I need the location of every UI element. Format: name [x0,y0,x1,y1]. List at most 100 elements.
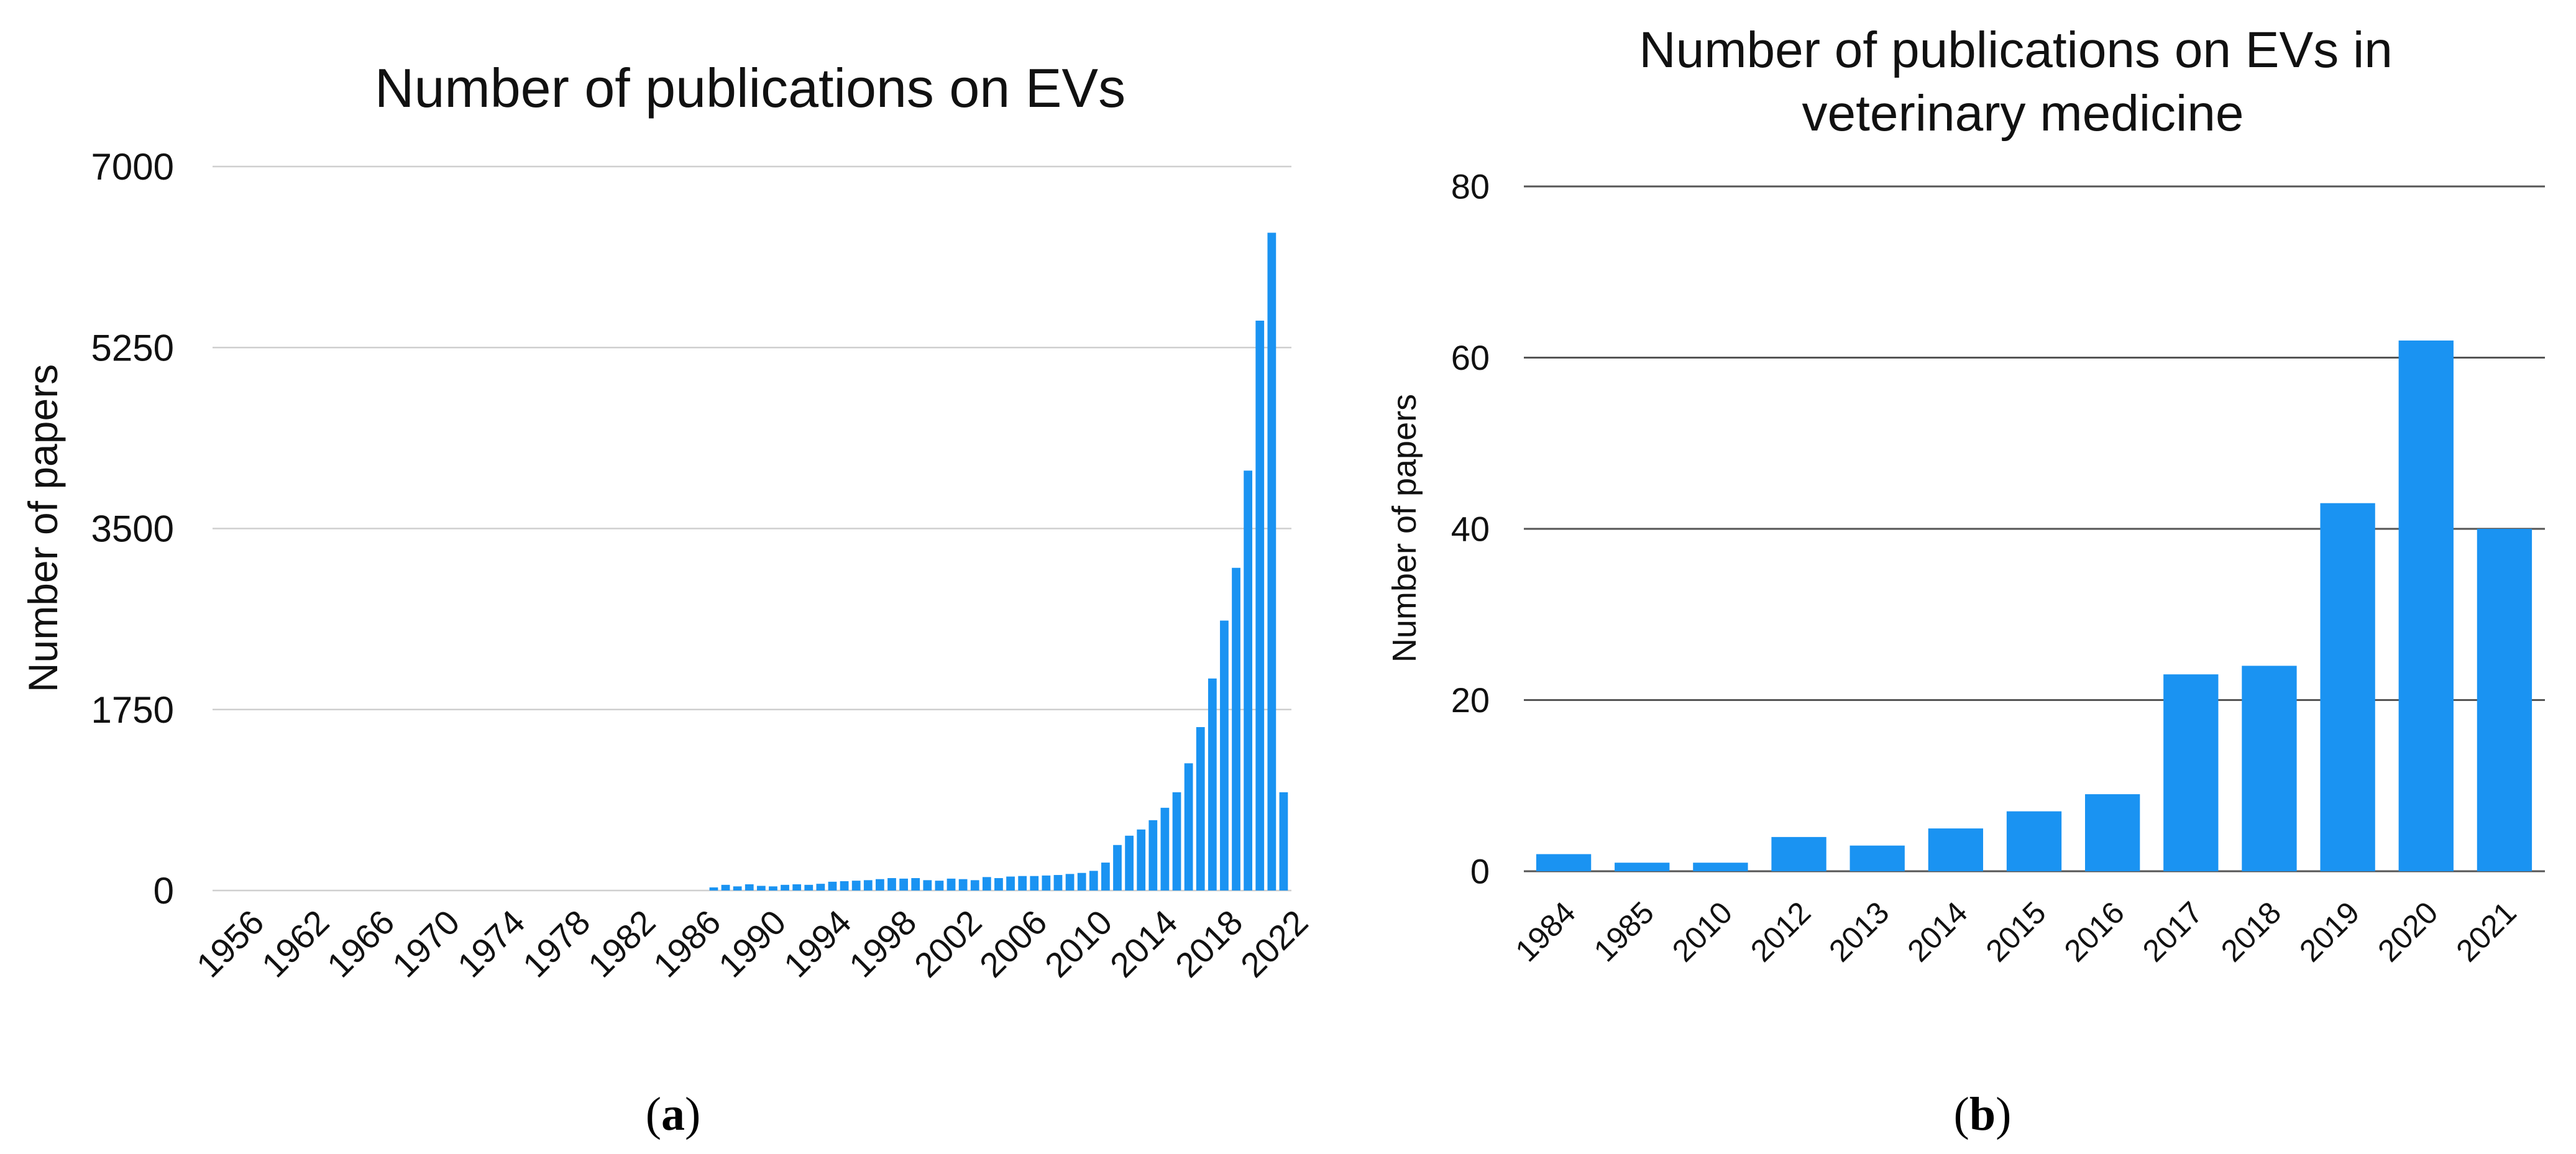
chart-a-bar-1985 [840,881,849,891]
chart-b-x-tick-1984: 1984 [1509,895,1582,968]
chart-b: Number of publications on EVs in veterin… [1386,22,2545,1140]
chart-b-gridlines [1524,185,2545,872]
chart-a-bar-1994 [947,878,956,891]
chart-a-y-tick-7000: 7000 [91,146,174,188]
chart-a-caption-letter: a [661,1088,685,1140]
chart-a-bar-1976 [733,886,742,891]
chart-a-bar-2001 [1030,876,1039,891]
chart-a-bar-1975 [721,884,730,891]
chart-a-y-tick-0: 0 [154,870,174,912]
chart-a-x-tick-2010: 2010 [1037,902,1120,985]
chart-b-bars [1536,340,2532,871]
chart-a-bar-2019 [1244,470,1253,891]
chart-a-bar-1999 [1006,876,1015,891]
chart-a-bar-2020 [1255,320,1265,891]
chart-a-x-tick-1966: 1966 [319,902,402,985]
chart-b-caption-letter: b [1969,1088,1996,1140]
chart-a-x-tick-1982: 1982 [580,902,663,985]
chart-b-x-tick-1985: 1985 [1587,895,1661,968]
chart-a-bar-2008 [1113,845,1122,891]
chart-a-x-tick-1956: 1956 [189,902,272,985]
chart-b-bar-2015 [2006,811,2062,871]
chart-a-bar-2013 [1172,792,1181,891]
chart-b-x-tick-2017: 2017 [2136,895,2209,968]
chart-a-x-tick-2002: 2002 [907,902,989,985]
chart-a-x-tick-1990: 1990 [711,902,794,985]
chart-a-bar-2002 [1042,875,1051,891]
chart-a-x-tick-labels: 1956196219661970197419781982198619901994… [189,902,1316,985]
chart-b-title: Number of publications on EVs in veterin… [1639,22,2406,142]
chart-b-bar-2013 [1849,845,1905,871]
chart-b-bar-2020 [2398,340,2454,871]
chart-b-x-tick-2010: 2010 [1666,895,1739,968]
chart-a-x-tick-2014: 2014 [1102,902,1185,985]
chart-a-bar-1974 [709,887,718,891]
chart-a-bar-2021 [1267,232,1277,891]
chart-b-y-tick-40: 40 [1451,510,1490,549]
chart-a-bar-2016 [1208,678,1217,891]
chart-a-bar-1992 [923,880,932,891]
chart-b-bar-2014 [1928,828,1983,871]
chart-a-bar-1998 [994,878,1003,891]
chart-a-bar-2004 [1065,874,1075,891]
chart-b-y-tick-60: 60 [1451,338,1490,377]
chart-a-x-tick-1962: 1962 [254,902,337,985]
chart-b-title-line-2: veterinary medicine [1802,85,2244,142]
chart-a-y-axis-label: Number of papers [20,364,66,692]
chart-a-bar-1981 [792,884,802,891]
chart-a-x-tick-2018: 2018 [1168,902,1250,985]
chart-b-y-axis-label: Number of papers [1386,394,1423,662]
chart-b-bar-2021 [2477,529,2532,871]
chart-b-bar-2016 [2085,794,2140,871]
chart-b-x-tick-2019: 2019 [2293,895,2366,968]
chart-b-bar-2010 [1693,863,1748,871]
chart-b-x-tick-2015: 2015 [1979,895,2053,968]
chart-b-bar-2017 [2163,674,2219,871]
chart-b-y-tick-0: 0 [1470,852,1490,891]
chart-a-bar-1983 [816,884,825,891]
chart-a-bar-2017 [1220,620,1229,891]
chart-a-bar-2018 [1232,567,1240,891]
chart-a-bar-1993 [935,881,944,891]
chart-a-bar-1986 [851,881,861,891]
chart-a-bar-1995 [958,879,968,891]
chart-a-bar-1987 [863,880,873,891]
chart-b-bar-1984 [1536,854,1592,871]
chart-a-gridlines [213,165,1291,892]
chart-a: Number of publications on EVs 0 1750 3500 5… [20,57,1315,1140]
chart-a-bar-1991 [911,878,920,891]
chart-a-bar-2000 [1018,876,1027,891]
chart-b-x-tick-2013: 2013 [1822,895,1895,968]
chart-b-caption: (b) [1954,1088,2012,1140]
chart-a-bar-2003 [1053,875,1063,891]
chart-b-x-tick-labels: 1984 1985 2010 2012 2013 2014 2015 2016 2017 2018… [1509,895,2523,968]
chart-a-x-tick-2006: 2006 [972,902,1055,985]
chart-b-bar-1985 [1615,863,1670,871]
chart-a-bar-1978 [756,886,766,891]
chart-b-y-tick-labels: 0 20 40 60 80 [1451,167,1490,891]
chart-a-bar-2012 [1160,807,1170,891]
chart-a-bar-1977 [745,884,754,891]
chart-a-bar-1990 [899,878,908,891]
chart-a-x-tick-1998: 1998 [841,902,924,985]
chart-a-bar-1997 [982,877,991,891]
chart-a-bar-2009 [1125,835,1134,891]
chart-b-x-tick-2018: 2018 [2214,895,2288,968]
chart-a-caption: (a) [646,1088,701,1140]
chart-a-bars [709,232,1288,891]
chart-a-x-tick-1994: 1994 [776,902,859,985]
chart-b-bar-2019 [2320,503,2375,871]
chart-b-x-tick-2016: 2016 [2058,895,2131,968]
chart-a-bar-2014 [1184,763,1193,891]
chart-a-x-tick-1970: 1970 [385,902,467,985]
chart-a-x-tick-1978: 1978 [515,902,598,985]
chart-a-x-tick-2022: 2022 [1233,902,1316,985]
chart-a-bar-2007 [1101,863,1110,891]
chart-a-bar-2006 [1089,871,1098,891]
chart-a-bar-1980 [781,884,789,891]
chart-b-x-tick-2021: 2021 [2449,895,2523,968]
chart-b-x-tick-2014: 2014 [1900,895,1974,968]
chart-b-bar-2012 [1771,836,1827,871]
chart-a-bar-1988 [876,879,884,891]
chart-b-y-tick-80: 80 [1451,167,1490,206]
